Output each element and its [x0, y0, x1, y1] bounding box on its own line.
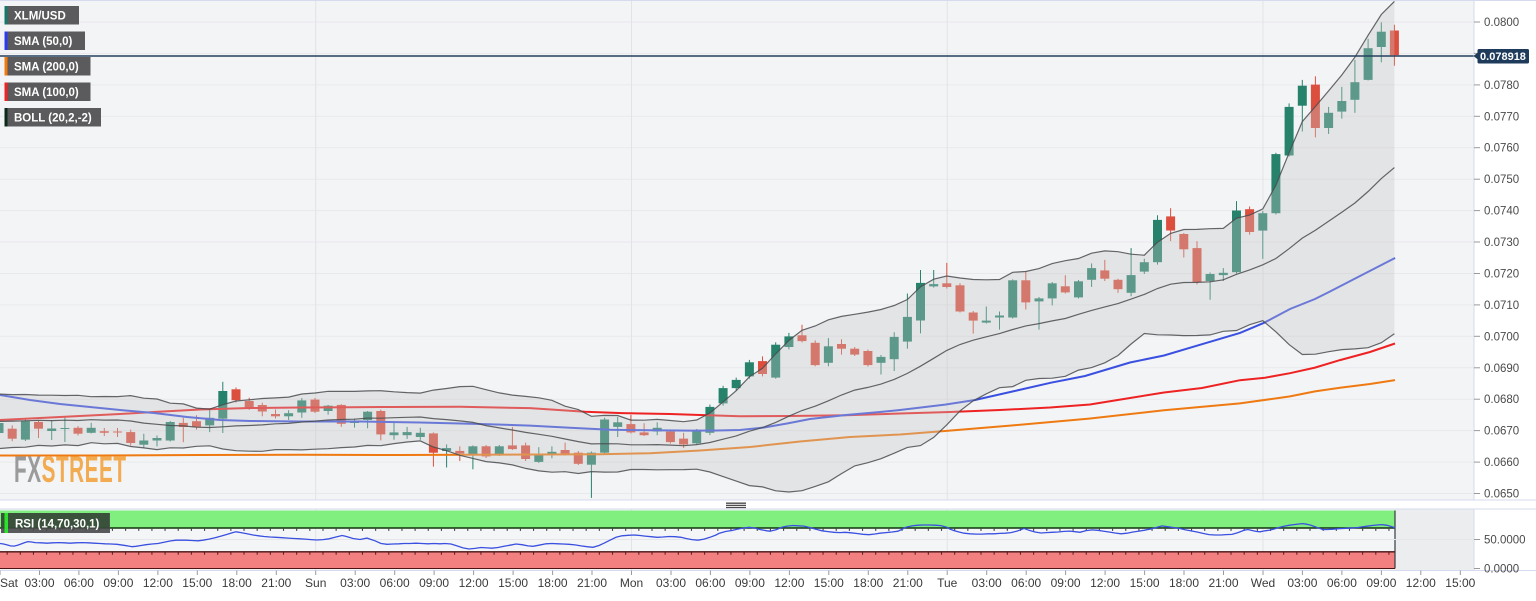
svg-text:09:00: 09:00	[419, 576, 449, 590]
svg-text:12:00: 12:00	[1406, 576, 1436, 590]
svg-text:XLM/USD: XLM/USD	[14, 11, 66, 23]
svg-text:18:00: 18:00	[538, 576, 568, 590]
svg-text:Tue: Tue	[937, 576, 958, 590]
svg-text:0.0740: 0.0740	[1484, 206, 1519, 218]
svg-text:Wed: Wed	[1251, 576, 1275, 590]
svg-text:0.0670: 0.0670	[1484, 426, 1519, 438]
svg-text:03:00: 03:00	[1287, 576, 1317, 590]
svg-text:Mon: Mon	[620, 576, 643, 590]
svg-text:06:00: 06:00	[1011, 576, 1041, 590]
svg-text:15:00: 15:00	[814, 576, 844, 590]
svg-text:15:00: 15:00	[1130, 576, 1160, 590]
svg-text:0.0650: 0.0650	[1484, 489, 1519, 501]
svg-text:03:00: 03:00	[656, 576, 686, 590]
svg-text:06:00: 06:00	[64, 576, 94, 590]
svg-text:12:00: 12:00	[1090, 576, 1120, 590]
svg-text:0.0660: 0.0660	[1484, 457, 1519, 469]
svg-text:06:00: 06:00	[695, 576, 725, 590]
svg-text:18:00: 18:00	[853, 576, 883, 590]
svg-text:18:00: 18:00	[222, 576, 252, 590]
svg-text:50.0000: 50.0000	[1484, 535, 1526, 547]
svg-text:09:00: 09:00	[1366, 576, 1396, 590]
svg-text:0.0700: 0.0700	[1484, 331, 1519, 343]
svg-text:0.0750: 0.0750	[1484, 174, 1519, 186]
svg-text:FXSTREET: FXSTREET	[14, 450, 127, 491]
svg-text:0.0780: 0.0780	[1484, 80, 1519, 92]
svg-text:21:00: 21:00	[1208, 576, 1238, 590]
svg-text:Sat: Sat	[0, 576, 19, 590]
svg-text:21:00: 21:00	[893, 576, 923, 590]
svg-text:SMA (200,0): SMA (200,0)	[14, 62, 79, 74]
svg-text:09:00: 09:00	[735, 576, 765, 590]
svg-text:15:00: 15:00	[182, 576, 212, 590]
svg-text:12:00: 12:00	[143, 576, 173, 590]
svg-text:0.0800: 0.0800	[1484, 17, 1519, 29]
svg-text:0.0710: 0.0710	[1484, 300, 1519, 312]
svg-text:03:00: 03:00	[340, 576, 370, 590]
svg-text:09:00: 09:00	[103, 576, 133, 590]
svg-text:15:00: 15:00	[498, 576, 528, 590]
svg-text:0.0760: 0.0760	[1484, 143, 1519, 155]
svg-text:06:00: 06:00	[1327, 576, 1357, 590]
svg-text:21:00: 21:00	[577, 576, 607, 590]
svg-text:BOLL (20,2,-2): BOLL (20,2,-2)	[14, 113, 92, 125]
svg-text:21:00: 21:00	[261, 576, 291, 590]
svg-text:0.0770: 0.0770	[1484, 111, 1519, 123]
svg-text:12:00: 12:00	[774, 576, 804, 590]
svg-text:0.078918: 0.078918	[1480, 51, 1526, 63]
svg-text:03:00: 03:00	[972, 576, 1002, 590]
svg-text:RSI (14,70,30,1): RSI (14,70,30,1)	[15, 519, 100, 531]
svg-text:03:00: 03:00	[24, 576, 54, 590]
svg-text:09:00: 09:00	[1051, 576, 1081, 590]
svg-text:0.0690: 0.0690	[1484, 363, 1519, 375]
svg-text:0.0680: 0.0680	[1484, 394, 1519, 406]
svg-text:0.0730: 0.0730	[1484, 237, 1519, 249]
svg-text:SMA (50,0): SMA (50,0)	[14, 36, 73, 48]
svg-text:12:00: 12:00	[459, 576, 489, 590]
svg-text:18:00: 18:00	[1169, 576, 1199, 590]
svg-text:Sun: Sun	[305, 576, 326, 590]
svg-text:0.0720: 0.0720	[1484, 269, 1519, 281]
svg-text:06:00: 06:00	[380, 576, 410, 590]
svg-text:0.0000: 0.0000	[1484, 564, 1519, 576]
svg-text:15:00: 15:00	[1445, 576, 1475, 590]
svg-text:SMA (100,0): SMA (100,0)	[14, 87, 79, 99]
